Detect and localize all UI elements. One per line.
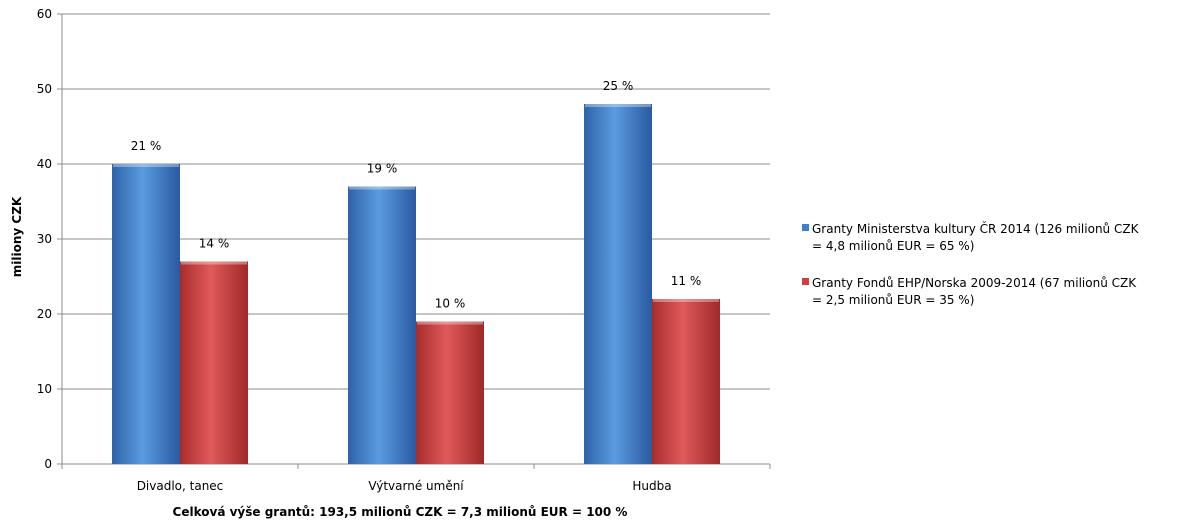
legend-item-ministry: Granty Ministerstva kultury ČR 2014 (126… bbox=[802, 221, 1199, 255]
bar-s0-c2 bbox=[584, 104, 652, 464]
y-axis-label: miliony CZK bbox=[10, 196, 24, 277]
legend-label-eea-norway: Granty Fondů EHP/Norska 2009-2014 (67 mi… bbox=[812, 276, 1137, 307]
y-axis-ticks: 0 10 20 30 40 50 60 bbox=[37, 7, 62, 471]
data-labels: 21 % 14 % 19 % 10 % 25 % 11 % bbox=[131, 79, 702, 311]
legend-label-ministry: Granty Ministerstva kultury ČR 2014 (126… bbox=[812, 222, 1139, 253]
y-tick-label-20: 20 bbox=[37, 307, 52, 321]
bar-highlight-s0-c1 bbox=[349, 186, 415, 190]
x-axis-label: Celková výše grantů: 193,5 milionů CZK =… bbox=[173, 505, 628, 519]
bar-s1-c1 bbox=[416, 321, 484, 464]
bar-s0-c0 bbox=[112, 164, 180, 464]
y-tick-label-50: 50 bbox=[37, 82, 52, 96]
y-tick-label-40: 40 bbox=[37, 157, 52, 171]
y-tick-label-10: 10 bbox=[37, 382, 52, 396]
data-label-s1-c2: 11 % bbox=[671, 274, 702, 288]
bar-highlight-s1-c2 bbox=[653, 299, 719, 302]
bar-highlight-s1-c1 bbox=[417, 321, 483, 325]
category-label-1: Výtvarné umění bbox=[368, 479, 464, 493]
legend-swatch-ministry bbox=[802, 224, 809, 231]
y-tick-label-60: 60 bbox=[37, 7, 52, 21]
legend-swatch-eea-norway bbox=[802, 278, 809, 285]
data-label-s1-c1: 10 % bbox=[435, 297, 466, 311]
bar-s1-c0 bbox=[180, 261, 248, 464]
data-label-s0-c2: 25 % bbox=[603, 79, 634, 93]
category-labels: Divadlo, tanec Výtvarné umění Hudba bbox=[137, 479, 672, 493]
data-label-s0-c1: 19 % bbox=[367, 162, 398, 176]
legend-item-eea-norway: Granty Fondů EHP/Norska 2009-2014 (67 mi… bbox=[802, 275, 1199, 309]
bars bbox=[112, 104, 720, 464]
category-label-2: Hudba bbox=[632, 479, 671, 493]
data-label-s1-c0: 14 % bbox=[199, 237, 230, 251]
y-tick-label-30: 30 bbox=[37, 232, 52, 246]
bar-highlight-s0-c2 bbox=[585, 104, 651, 107]
category-label-0: Divadlo, tanec bbox=[137, 479, 224, 493]
bar-s1-c2 bbox=[652, 299, 720, 464]
bar-highlight-s1-c0 bbox=[181, 261, 247, 265]
data-label-s0-c0: 21 % bbox=[131, 139, 162, 153]
bar-s0-c1 bbox=[348, 186, 416, 464]
y-tick-label-0: 0 bbox=[44, 457, 52, 471]
bar-highlight-s0-c0 bbox=[113, 164, 179, 167]
